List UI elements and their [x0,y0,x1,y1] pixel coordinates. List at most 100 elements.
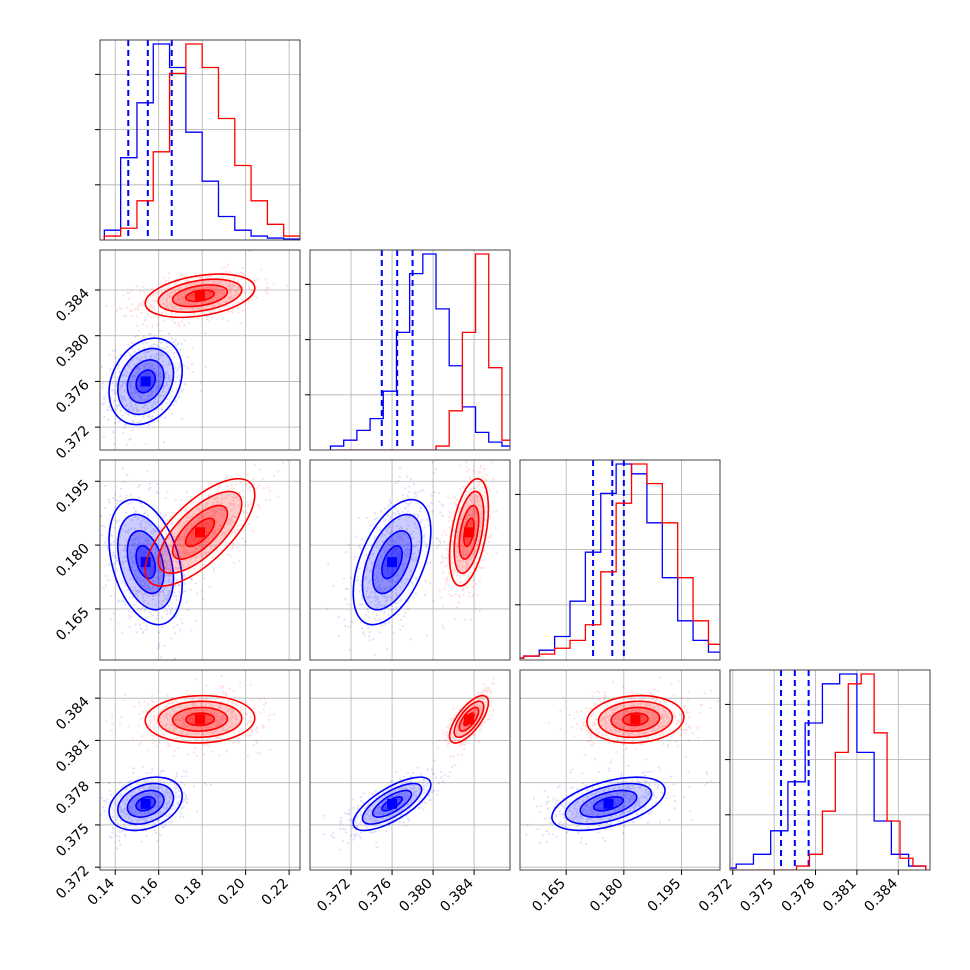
scatter-point [174,566,177,569]
scatter-point [130,543,133,546]
scatter-point [131,347,134,350]
scatter-point [470,515,473,518]
scatter-point [153,794,156,797]
scatter-point [124,603,127,607]
scatter-point [156,483,159,486]
scatter-point [463,554,466,557]
scatter-point [173,356,176,359]
scatter-point [144,399,147,402]
scatter-point [458,488,461,491]
scatter-point [151,593,155,596]
scatter-point [186,551,189,555]
scatter-point [115,383,118,386]
scatter-point [249,489,252,492]
scatter-point [149,812,152,815]
scatter-point [172,305,175,308]
scatter-point [112,809,116,812]
scatter-point [112,497,115,500]
scatter-point [174,400,178,403]
scatter-point [403,507,407,510]
scatter-point [413,546,416,549]
scatter-point [143,366,146,369]
scatter-point [113,562,116,565]
scatter-point [144,351,147,354]
scatter-point [143,780,146,783]
scatter-point [201,275,204,279]
scatter-point [171,541,174,544]
scatter-point [477,539,480,542]
scatter-point [151,734,154,737]
scatter-point [452,535,455,538]
scatter-point [165,598,168,601]
scatter-point [253,463,256,466]
scatter-point [209,520,212,523]
scatter-point [249,503,252,506]
scatter-point [205,743,208,746]
scatter-point [124,812,127,816]
scatter-point [150,417,153,420]
scatter-point [468,558,471,561]
scatter-point [185,801,188,804]
scatter-point [135,783,138,786]
scatter-point [467,551,470,554]
scatter-point [390,516,393,519]
scatter-point [469,508,472,511]
scatter-point [472,510,475,514]
scatter-point [458,596,461,599]
scatter-point [416,516,419,519]
scatter-point [153,356,156,359]
scatter-point [470,618,473,621]
scatter-point [431,510,434,513]
scatter-point [466,514,469,517]
scatter-point [154,593,157,596]
scatter-point [152,823,156,826]
scatter-point [134,811,137,814]
scatter-point [212,567,215,570]
scatter-point [445,533,448,537]
scatter-point [378,618,381,622]
scatter-point [197,517,201,520]
scatter-point [189,314,192,317]
scatter-point [228,518,231,521]
scatter-point [478,534,481,538]
scatter-point [190,282,193,285]
scatter-point [147,573,150,576]
scatter-point [136,371,139,374]
scatter-point [126,787,129,790]
scatter-point [154,603,157,607]
scatter-point [261,726,265,730]
scatter-point [472,497,475,500]
scatter-point [470,556,473,559]
scatter-point [383,622,387,626]
scatter-point [165,573,168,576]
scatter-point [140,311,143,315]
scatter-point [142,606,145,609]
scatter-point [459,576,462,579]
scatter-point [230,287,233,290]
scatter-point [163,276,166,279]
scatter-point [93,370,95,372]
scatter-point [128,817,131,820]
scatter-point [131,596,135,599]
scatter-point [151,768,154,771]
scatter-point [445,580,448,583]
scatter-point [471,586,474,589]
scatter-point [140,793,143,796]
scatter-point [385,549,388,552]
scatter-point [150,787,153,790]
scatter-point [154,609,157,612]
scatter-point [162,360,165,363]
scatter-point [195,548,198,551]
scatter-point [460,540,463,543]
scatter-point [471,595,474,598]
scatter-point [388,585,391,588]
scatter-point [131,391,134,394]
scatter-point [183,799,186,802]
scatter-point [343,577,346,580]
scatter-point [140,304,143,307]
scatter-point [467,514,470,517]
scatter-point [219,292,222,295]
scatter-point [186,296,189,299]
scatter-point [398,512,401,515]
scatter-point [130,811,133,814]
